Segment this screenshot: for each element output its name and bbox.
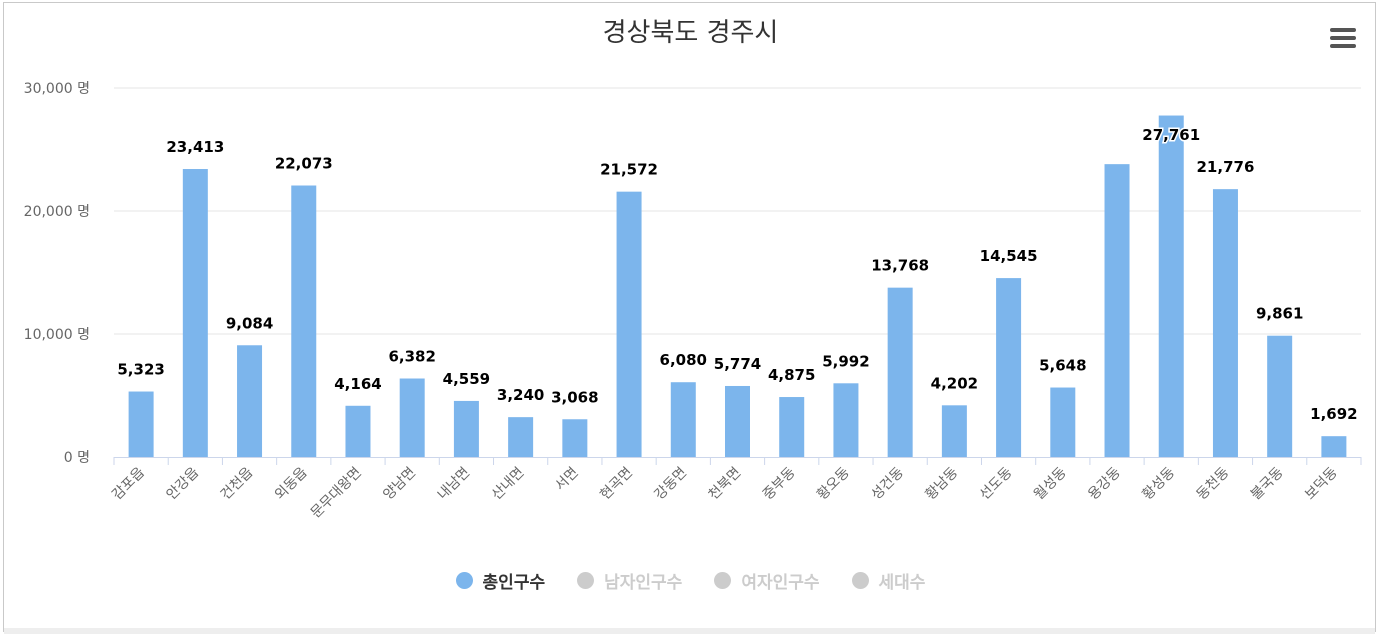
legend-label-total: 총인구수	[482, 573, 546, 593]
legend-label-households: 세대수	[878, 573, 926, 593]
legend-dot-female	[714, 572, 732, 589]
bar[interactable]	[1212, 189, 1238, 457]
y-axis-tick-labels: 0 명 10,000 명 20,000 명 30,000 명	[24, 81, 90, 466]
data-labels: 5,323 23,413 9,084 22,073 4,164 6,382 4,559 3,2…	[116, 125, 1359, 425]
x-tick-label: 황남동	[923, 464, 962, 503]
bar[interactable]	[1158, 115, 1184, 457]
bar[interactable]	[508, 417, 534, 457]
x-tick-label: 건천읍	[218, 464, 257, 503]
data-label: 6,382	[388, 348, 435, 366]
bar[interactable]	[1104, 164, 1130, 458]
legend-dot-male	[577, 572, 595, 589]
y-tick-label: 30,000 명	[24, 81, 90, 97]
y-tick-label: 20,000 명	[24, 204, 90, 220]
x-tick-label: 선도동	[977, 464, 1016, 503]
x-tick-label: 황성동	[1139, 464, 1178, 503]
legend: 총인구수 남자인구수 여자인구수 세대수	[0, 568, 1381, 593]
grid-lines	[114, 87, 1361, 335]
bar[interactable]	[182, 169, 208, 458]
x-tick-label: 황오동	[814, 464, 853, 503]
x-tick-label: 현곡면	[597, 465, 636, 504]
data-label: 5,774	[714, 355, 761, 373]
bar[interactable]	[725, 385, 750, 457]
bar[interactable]	[779, 397, 805, 457]
x-tick-label: 내남면	[435, 465, 474, 504]
data-label: 13,768	[871, 257, 929, 275]
bar[interactable]	[345, 405, 371, 457]
legend-item-male[interactable]: 남자인구수	[577, 568, 682, 593]
x-tick-label: 안강읍	[164, 464, 203, 503]
x-tick-label: 산내면	[489, 465, 528, 504]
data-label: 3,240	[497, 386, 544, 404]
data-label: 5,323	[117, 361, 164, 379]
bar[interactable]	[1050, 387, 1076, 457]
bar[interactable]	[237, 345, 263, 457]
data-label: 9,084	[226, 314, 273, 332]
x-tick-label: 동천동	[1194, 464, 1233, 503]
y-tick-label: 10,000 명	[24, 327, 90, 343]
data-label: 4,559	[443, 370, 490, 388]
bar[interactable]	[291, 185, 317, 457]
data-label: 1,692	[1310, 405, 1357, 423]
bar[interactable]	[670, 382, 696, 457]
x-tick-label: 성건동	[868, 464, 907, 503]
x-tick-label: 중부동	[760, 464, 799, 503]
legend-label-female: 여자인구수	[741, 573, 820, 593]
data-label: 3,068	[551, 388, 598, 406]
legend-item-female[interactable]: 여자인구수	[714, 568, 820, 593]
x-tick-label: 천북면	[706, 465, 745, 504]
x-tick-label: 양남면	[380, 465, 419, 504]
legend-item-households[interactable]: 세대수	[851, 568, 926, 593]
bar[interactable]	[453, 400, 479, 457]
bar[interactable]	[562, 419, 588, 457]
data-label: 14,545	[980, 247, 1038, 265]
data-label: 9,861	[1256, 305, 1303, 323]
data-label: 22,073	[275, 155, 333, 173]
data-label: 4,164	[334, 375, 381, 393]
bar[interactable]	[887, 287, 913, 457]
data-label: 21,776	[1197, 158, 1255, 176]
bar[interactable]	[1267, 335, 1293, 457]
x-tick-label: 문무대왕면	[308, 465, 365, 522]
chart-container	[3, 2, 1376, 632]
x-axis	[113, 457, 1362, 465]
data-label: 5,992	[822, 352, 869, 370]
x-tick-label: 용강동	[1085, 464, 1124, 503]
data-label: 6,080	[660, 351, 707, 369]
legend-label-male: 남자인구수	[604, 573, 683, 593]
x-tick-label: 월성동	[1031, 464, 1070, 503]
chart-title: 경상북도 경주시	[602, 18, 779, 48]
data-label: 4,202	[931, 374, 978, 392]
y-tick-label: 0 명	[64, 450, 90, 466]
legend-item-total[interactable]: 총인구수	[455, 568, 546, 593]
data-label: 23,413	[166, 138, 224, 156]
x-tick-label: 강동면	[651, 465, 690, 504]
legend-dot-total	[455, 572, 473, 589]
data-label: 21,572	[600, 161, 658, 179]
x-tick-label: 외동읍	[272, 464, 311, 503]
bar[interactable]	[616, 191, 642, 457]
x-tick-label: 불국동	[1248, 464, 1287, 503]
bar[interactable]	[1321, 436, 1347, 457]
bar[interactable]	[399, 378, 425, 457]
data-label: 4,875	[768, 366, 815, 384]
bar[interactable]	[833, 383, 859, 457]
legend-dot-households	[851, 572, 869, 589]
x-tick-label: 감포읍	[109, 464, 148, 503]
bar[interactable]	[128, 391, 154, 457]
x-tick-label: 보덕동	[1302, 464, 1341, 503]
data-label: 27,761	[1142, 126, 1200, 144]
x-tick-label: 서면	[552, 465, 582, 495]
bottom-strip	[4, 628, 1375, 634]
hamburger-menu-icon[interactable]	[1328, 28, 1358, 50]
bar[interactable]	[996, 278, 1022, 457]
bars	[128, 115, 1347, 458]
bar[interactable]	[941, 405, 967, 457]
data-label: 5,648	[1039, 357, 1086, 375]
